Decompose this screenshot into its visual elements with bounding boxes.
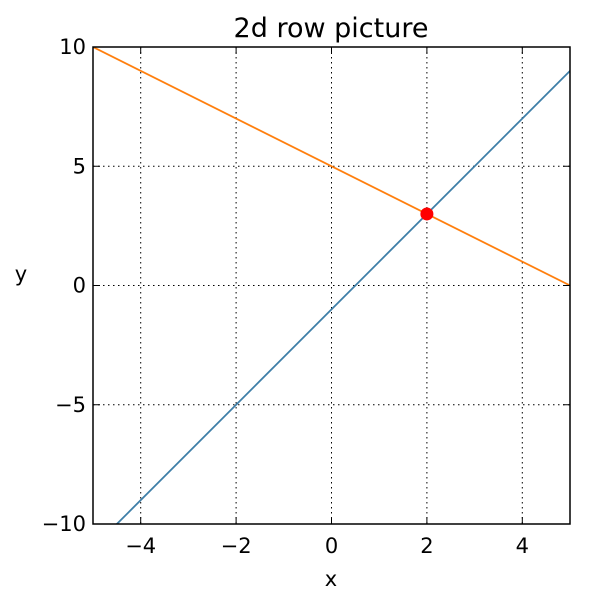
series-layer: [93, 47, 570, 524]
y-tick-label: −10: [42, 512, 86, 536]
y-axis: −10 −5 0 5 10: [42, 35, 570, 536]
series-line-2: [93, 47, 570, 287]
points-layer: [420, 207, 434, 221]
y-tick-label: 0: [73, 274, 86, 298]
y-tick-label: 10: [59, 35, 86, 59]
x-tick-label: −4: [125, 534, 156, 558]
y-axis-label: y: [15, 262, 27, 286]
y-tick-label: 5: [73, 154, 86, 178]
series-line-1: [115, 70, 570, 524]
x-axis-label: x: [325, 567, 337, 591]
x-tick-label: −2: [221, 534, 252, 558]
x-tick-label: 4: [516, 534, 529, 558]
chart-title: 2d row picture: [234, 13, 429, 44]
x-tick-label: 0: [325, 534, 338, 558]
intersection-point: [420, 207, 434, 221]
x-axis: −4 −2 0 2 4: [125, 47, 529, 558]
x-tick-label: 2: [420, 534, 433, 558]
y-tick-label: −5: [55, 393, 86, 417]
grid: [93, 47, 570, 524]
